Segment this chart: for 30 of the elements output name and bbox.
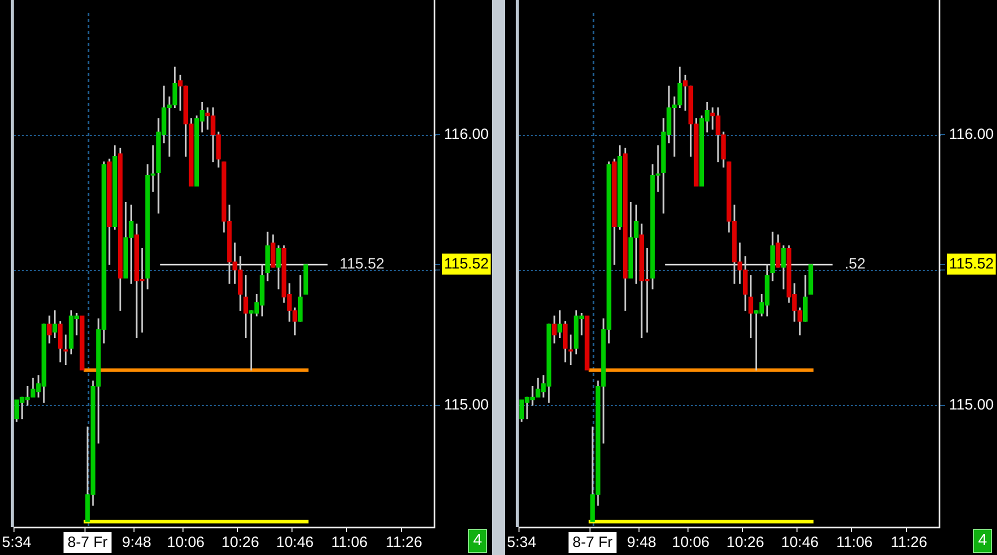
y-tick-label: 115.52	[444, 256, 489, 273]
x-tick-label: 8-7 Fr	[572, 534, 613, 552]
x-tick-label: 10:46	[276, 534, 314, 552]
x-tick-label: 10:26	[222, 534, 260, 552]
x-tick-label: 5:34	[2, 534, 32, 552]
x-tick-label: 8-7 Fr	[68, 534, 108, 552]
candlestick	[808, 264, 814, 295]
x-tick-label: 11:26	[890, 534, 928, 552]
x-tick-label: 11:06	[331, 534, 368, 552]
y-tick-label: 115.52	[949, 256, 994, 273]
text: 4	[973, 529, 992, 553]
x-tick-label: 5:34	[507, 534, 536, 552]
y-tick-label: 116.00	[949, 126, 994, 143]
candlestick	[584, 316, 590, 370]
x-tick-label: 10:46	[781, 534, 819, 552]
x-tick-label: 10:26	[726, 534, 764, 552]
x-tick-label: 9:48	[627, 534, 656, 552]
y-tick-label: 116.00	[444, 126, 489, 143]
candlestick	[80, 316, 84, 370]
x-tick-label: 11:06	[836, 534, 873, 552]
annotation: .52	[844, 256, 866, 273]
y-tick-label: 115.00	[949, 396, 994, 414]
candlestick	[303, 264, 308, 295]
ref-line-label: 115.52	[340, 256, 384, 273]
text: 4	[468, 529, 487, 553]
x-tick-label: 10:06	[166, 534, 205, 552]
x-tick-label: 10:06	[672, 534, 710, 552]
y-tick-label: 115.00	[444, 396, 489, 414]
x-tick-label: 9:48	[122, 534, 152, 552]
x-tick-label: 11:26	[386, 534, 422, 552]
